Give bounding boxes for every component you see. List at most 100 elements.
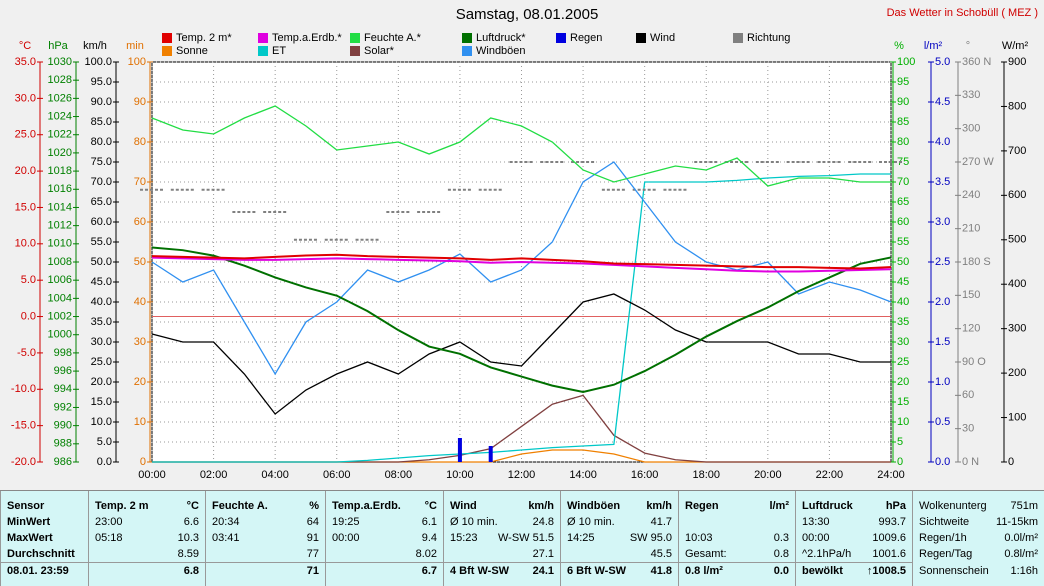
y-tick-label: -10.0 [11, 383, 36, 395]
y-tick-label: 60.0 [91, 216, 112, 228]
table-cell: km/h [528, 500, 554, 512]
table-cell: 27.1 [532, 548, 554, 560]
y-tick-label: 1024 [48, 110, 72, 122]
y-tick-label: 4.5 [935, 96, 950, 108]
table-cell: 23:00 [95, 516, 123, 528]
table-cell: l/m² [769, 500, 789, 512]
y-tick-label: 3.0 [935, 216, 950, 228]
table-cell: MinWert [7, 516, 51, 528]
table-cell: 19:25 [332, 516, 360, 528]
y-tick-label: 300 [1008, 323, 1026, 335]
y-tick-label: 1030 [48, 56, 72, 68]
table-cell: W-SW 51.5 [497, 532, 554, 544]
y-tick-label: 4.0 [935, 136, 950, 148]
y-tick-label: 5.0 [935, 56, 950, 68]
table-cell: °C [186, 500, 199, 512]
y-tick-label: 25.0 [91, 356, 112, 368]
y-tick-label: 50.0 [91, 256, 112, 268]
series-line [151, 161, 892, 376]
y-tick-label: 2.5 [935, 256, 950, 268]
legend-label: Sonne [176, 45, 208, 57]
y-tick-label: 180 S [962, 256, 991, 268]
y-tick-label: 1018 [48, 165, 72, 177]
y-tick-label: 15 [897, 396, 909, 408]
table-cell: 751m [1010, 500, 1038, 512]
y-tick-label: 90 [897, 96, 909, 108]
y-tick-label: 1.5 [935, 336, 950, 348]
y-tick-label: 360 N [962, 56, 991, 68]
table-row: 8.59 [95, 548, 199, 563]
table-cell: 41.7 [650, 516, 672, 528]
y-tick-label: 30.0 [91, 336, 112, 348]
legend-swatch [162, 46, 172, 56]
y-tick-label: 95.0 [91, 76, 112, 88]
y-tick-label: 10.0 [15, 238, 36, 250]
table-cell: Ø 10 min. [450, 516, 498, 528]
footer-rule [206, 562, 325, 563]
series-line [151, 246, 892, 394]
legend-swatch [733, 33, 743, 43]
y-tick-label: 1004 [48, 292, 72, 304]
table-row: Windböen km/h [567, 500, 672, 515]
y-tick-label: 500 [1008, 234, 1026, 246]
table-row: ^2.1hPa/h 1001.6 [802, 548, 906, 563]
legend-swatch [462, 33, 472, 43]
table-row: 4 Bft W-SW 24.1 [450, 565, 554, 580]
axis-name: km/h [83, 40, 107, 52]
y-tick-label: 0 [897, 456, 903, 468]
table-row: MinWert [7, 516, 82, 531]
y-tick-label: 1000 [48, 329, 72, 341]
table-cell: 0.8 l/m² [685, 565, 723, 577]
table-cell: 10.3 [177, 532, 199, 544]
y-tick-label: 240 [962, 189, 980, 201]
y-tick-label: 100 [128, 56, 146, 68]
y-tick-label: 40 [897, 296, 909, 308]
y-tick-label: 10 [897, 416, 909, 428]
y-tick-label: 5.0 [97, 436, 112, 448]
table-cell: 6.7 [421, 565, 437, 577]
table-cell: 91 [306, 532, 319, 544]
table-cell: 00:00 [802, 532, 830, 544]
x-tick-label: 00:00 [138, 469, 166, 481]
y-tick-label: 2.0 [935, 296, 950, 308]
table-row: 23:00 6.6 [95, 516, 199, 531]
table-cell: 24.1 [532, 565, 554, 577]
table-row: 6.7 [332, 565, 437, 580]
y-tick-label: 40.0 [91, 296, 112, 308]
axis-name: °C [19, 40, 31, 52]
y-tick-label: 986 [54, 456, 72, 468]
table-cell: bewölkt [802, 565, 843, 577]
legend-swatch [462, 46, 472, 56]
x-tick-label: 22:00 [816, 469, 844, 481]
y-tick-label: 75.0 [91, 156, 112, 168]
legend-swatch [350, 46, 360, 56]
x-tick-label: 12:00 [508, 469, 536, 481]
axis-name: % [894, 40, 904, 52]
table-cell: Durchschnitt [7, 548, 75, 560]
chart: Samstag, 08.01.2005 Das Wetter in Schobü… [11, 6, 1038, 481]
table-cell: Sonnenschein [919, 565, 989, 577]
table-row: 77 [212, 548, 319, 563]
y-tick-label: 70.0 [91, 176, 112, 188]
table-cell: 00:00 [332, 532, 360, 544]
table-cell: 41.8 [650, 565, 672, 577]
y-tick-label: 800 [1008, 100, 1026, 112]
x-tick-label: 14:00 [569, 469, 597, 481]
table-row: Regen/1h 0.0l/m² [919, 532, 1038, 547]
legend-swatch [258, 46, 268, 56]
y-tick-label: 1012 [48, 220, 72, 232]
y-tick-label: 992 [54, 401, 72, 413]
y-tick-label: 30.0 [15, 92, 36, 104]
y-tick-label: 60 [897, 216, 909, 228]
y-tick-label: 990 [54, 420, 72, 432]
legend-label: Windböen [476, 45, 526, 57]
footer-rule [1, 562, 88, 563]
footer-rule [679, 562, 795, 563]
axis-name: W/m² [1002, 40, 1029, 52]
y-tick-label: 996 [54, 365, 72, 377]
y-tick-label: 0.0 [935, 456, 950, 468]
y-tick-label: 80.0 [91, 136, 112, 148]
x-tick-label: 02:00 [200, 469, 228, 481]
y-tick-label: 45.0 [91, 276, 112, 288]
y-tick-label: 400 [1008, 278, 1026, 290]
